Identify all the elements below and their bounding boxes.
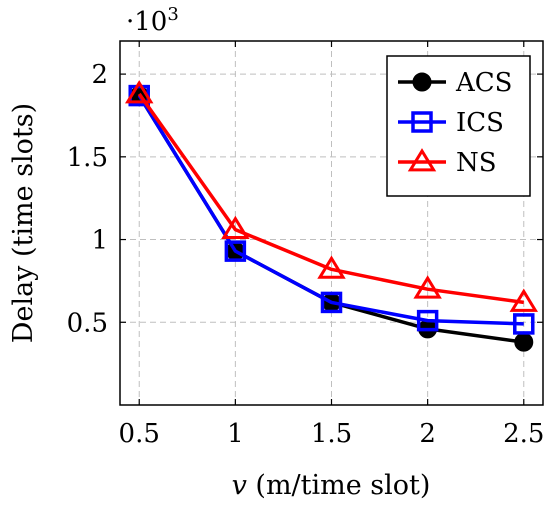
legend-entry-ics: ICS bbox=[398, 108, 504, 138]
legend: ACS ICS NS bbox=[386, 55, 531, 197]
y-tick-label: 1.5 bbox=[67, 143, 108, 173]
y-multiplier: ·103 bbox=[126, 4, 179, 37]
x-tick-label: 1.5 bbox=[311, 419, 352, 449]
y-tick-label: 2 bbox=[91, 60, 108, 90]
legend-entry-ns: NS bbox=[398, 148, 497, 178]
data-point-ns bbox=[125, 80, 154, 104]
legend-marker bbox=[407, 148, 437, 172]
data-point-ics bbox=[513, 313, 535, 335]
data-point-ns bbox=[509, 288, 538, 312]
x-axis-unit: (m/time slot) bbox=[247, 470, 431, 501]
y-multiplier-base: ·10 bbox=[126, 7, 167, 37]
x-tick-labels: 0.5 1 1.5 2 2.5 bbox=[119, 419, 545, 449]
series-line-ics bbox=[137, 94, 524, 326]
x-tick-label: 1 bbox=[227, 419, 244, 449]
x-tick-label: 2.5 bbox=[503, 419, 544, 449]
series-ns bbox=[125, 80, 538, 312]
data-point-ics bbox=[320, 291, 343, 314]
legend-label: NS bbox=[456, 148, 497, 178]
y-tick-labels: 0.5 1 1.5 2 bbox=[67, 60, 108, 338]
x-axis-title: v (m/time slot) bbox=[232, 470, 431, 501]
data-point-ns bbox=[413, 275, 442, 299]
y-tick-label: 1 bbox=[91, 226, 108, 256]
legend-marker bbox=[412, 72, 432, 92]
x-axis-variable: v bbox=[232, 470, 247, 501]
data-point-ns bbox=[221, 215, 250, 240]
data-point-ics bbox=[224, 240, 247, 262]
y-axis-title: Delay (time slots) bbox=[8, 103, 39, 343]
x-tick-label: 0.5 bbox=[119, 419, 160, 449]
series-layer bbox=[125, 80, 538, 352]
y-tick-label: 0.5 bbox=[67, 308, 108, 338]
data-point-ics bbox=[416, 309, 439, 332]
legend-box bbox=[386, 55, 531, 197]
series-line-ns bbox=[137, 92, 525, 305]
y-multiplier-exponent: 3 bbox=[167, 4, 178, 25]
legend-marker bbox=[411, 111, 433, 133]
legend-label: ICS bbox=[456, 108, 504, 138]
data-point-acs bbox=[514, 332, 534, 352]
legend-label: ACS bbox=[455, 68, 512, 98]
legend-entry-acs: ACS bbox=[398, 68, 512, 98]
data-point-ns bbox=[317, 255, 346, 279]
x-tick-label: 2 bbox=[419, 419, 436, 449]
tick-marks bbox=[120, 41, 543, 405]
